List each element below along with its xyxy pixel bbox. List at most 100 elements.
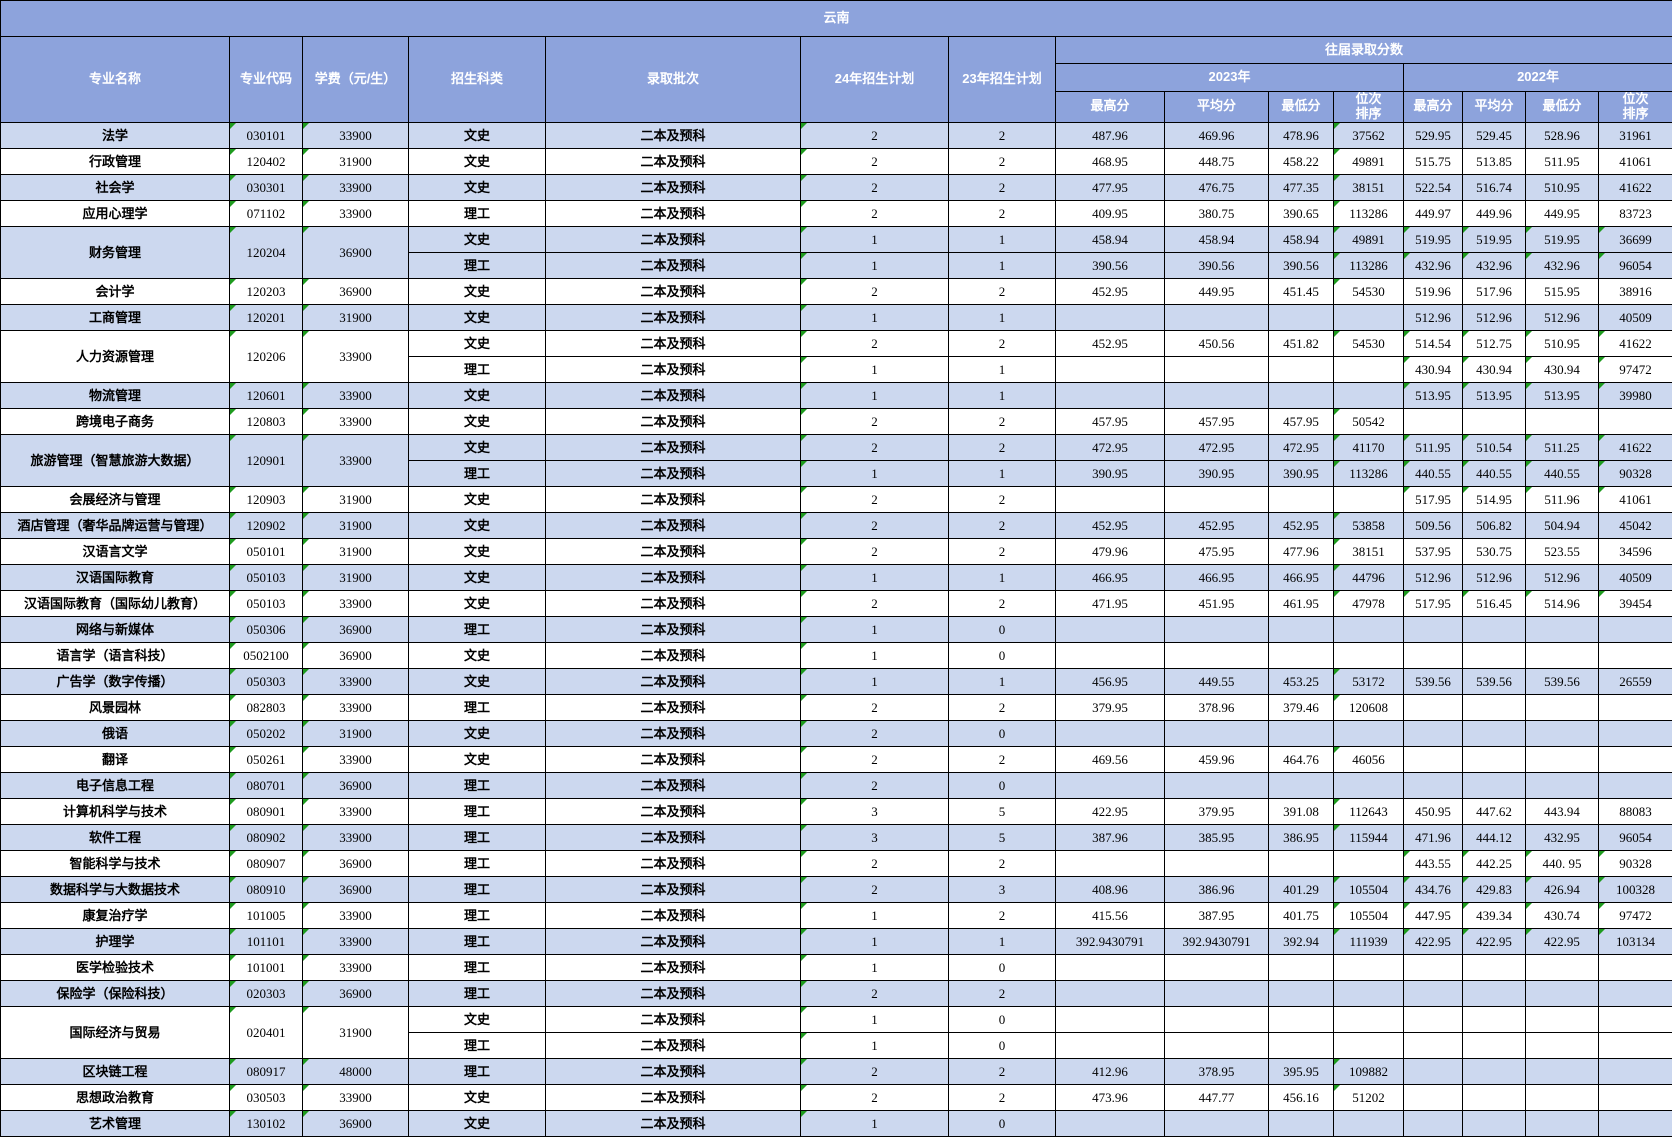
cell-2022-highest: 512.96 xyxy=(1404,564,1463,590)
cell-2022-average: 514.95 xyxy=(1463,486,1526,512)
cell-major-name: 广告学（数字传播） xyxy=(1,668,230,694)
cell-2023-average: 379.95 xyxy=(1165,798,1269,824)
cell-2023-rank: 49891 xyxy=(1334,226,1404,252)
cell-major-name: 会计学 xyxy=(1,278,230,304)
cell-admission-batch: 二本及预科 xyxy=(546,226,801,252)
cell-subject-category: 文史 xyxy=(409,122,546,148)
cell-2023-highest: 387.96 xyxy=(1056,824,1165,850)
cell-2023-average xyxy=(1165,642,1269,668)
cell-admission-batch: 二本及预科 xyxy=(546,1006,801,1032)
cell-2023-highest xyxy=(1056,616,1165,642)
cell-subject-category: 文史 xyxy=(409,642,546,668)
cell-2023-highest: 390.56 xyxy=(1056,252,1165,278)
cell-2023-lowest: 477.96 xyxy=(1269,538,1334,564)
cell-2023-highest: 390.95 xyxy=(1056,460,1165,486)
cell-tuition: 36900 xyxy=(303,1110,409,1136)
cell-2023-highest xyxy=(1056,850,1165,876)
cell-2022-lowest xyxy=(1526,772,1599,798)
cell-2022-highest xyxy=(1404,408,1463,434)
cell-2022-highest: 447.95 xyxy=(1404,902,1463,928)
cell-2023-rank: 47978 xyxy=(1334,590,1404,616)
cell-2023-average xyxy=(1165,486,1269,512)
cell-2022-lowest: 422.95 xyxy=(1526,928,1599,954)
cell-subject-category: 文史 xyxy=(409,1006,546,1032)
cell-2022-lowest: 440. 95 xyxy=(1526,850,1599,876)
cell-admission-batch: 二本及预科 xyxy=(546,330,801,356)
cell-major-code: 130102 xyxy=(230,1110,303,1136)
cell-plan-2024: 1 xyxy=(801,642,949,668)
cell-tuition: 31900 xyxy=(303,538,409,564)
cell-major-name: 国际经济与贸易 xyxy=(1,1006,230,1058)
cell-subject-category: 文史 xyxy=(409,590,546,616)
cell-2023-highest xyxy=(1056,486,1165,512)
cell-2023-average xyxy=(1165,980,1269,1006)
cell-major-code: 050103 xyxy=(230,564,303,590)
cell-plan-2024: 1 xyxy=(801,954,949,980)
table-header: 云南 专业名称 专业代码 学费（元/生） 招生科类 录取批次 24年招生计划 2… xyxy=(1,1,1672,123)
cell-2023-average: 469.96 xyxy=(1165,122,1269,148)
cell-tuition: 31900 xyxy=(303,720,409,746)
cell-2022-highest: 440.55 xyxy=(1404,460,1463,486)
cell-2022-highest xyxy=(1404,642,1463,668)
cell-tuition: 36900 xyxy=(303,278,409,304)
cell-plan-2023: 2 xyxy=(949,902,1056,928)
cell-2022-highest xyxy=(1404,980,1463,1006)
cell-2023-average xyxy=(1165,1110,1269,1136)
cell-plan-2023: 0 xyxy=(949,1006,1056,1032)
cell-2022-rank: 97472 xyxy=(1599,902,1672,928)
cell-2023-average: 450.56 xyxy=(1165,330,1269,356)
cell-2023-highest: 487.96 xyxy=(1056,122,1165,148)
cell-plan-2023: 0 xyxy=(949,642,1056,668)
col-header-admission-batch: 录取批次 xyxy=(546,37,801,123)
cell-2023-average: 390.56 xyxy=(1165,252,1269,278)
cell-2023-rank: 111939 xyxy=(1334,928,1404,954)
cell-plan-2024: 2 xyxy=(801,1058,949,1084)
cell-major-name: 软件工程 xyxy=(1,824,230,850)
cell-2022-lowest: 513.95 xyxy=(1526,382,1599,408)
cell-2023-average xyxy=(1165,616,1269,642)
cell-2022-lowest: 504.94 xyxy=(1526,512,1599,538)
cell-2023-highest xyxy=(1056,1110,1165,1136)
cell-tuition: 33900 xyxy=(303,824,409,850)
cell-2023-highest: 452.95 xyxy=(1056,512,1165,538)
cell-2022-lowest: 511.25 xyxy=(1526,434,1599,460)
cell-plan-2023: 0 xyxy=(949,720,1056,746)
cell-2023-rank: 37562 xyxy=(1334,122,1404,148)
cell-2022-rank: 39454 xyxy=(1599,590,1672,616)
col-header-plan-2023: 23年招生计划 xyxy=(949,37,1056,123)
cell-2022-lowest: 514.96 xyxy=(1526,590,1599,616)
cell-tuition: 36900 xyxy=(303,226,409,278)
cell-subject-category: 理工 xyxy=(409,798,546,824)
cell-2023-lowest xyxy=(1269,382,1334,408)
cell-2022-rank xyxy=(1599,1110,1672,1136)
cell-2022-highest xyxy=(1404,1058,1463,1084)
cell-plan-2023: 2 xyxy=(949,330,1056,356)
cell-admission-batch: 二本及预科 xyxy=(546,1058,801,1084)
cell-2022-lowest: 430.74 xyxy=(1526,902,1599,928)
cell-2023-highest: 458.94 xyxy=(1056,226,1165,252)
cell-2023-highest xyxy=(1056,642,1165,668)
cell-admission-batch: 二本及预科 xyxy=(546,564,801,590)
cell-plan-2023: 2 xyxy=(949,538,1056,564)
cell-2022-lowest: 515.95 xyxy=(1526,278,1599,304)
cell-major-name: 物流管理 xyxy=(1,382,230,408)
cell-2022-rank: 90328 xyxy=(1599,460,1672,486)
cell-plan-2023: 2 xyxy=(949,174,1056,200)
cell-2022-lowest: 511.95 xyxy=(1526,148,1599,174)
cell-2022-average xyxy=(1463,1084,1526,1110)
cell-2023-average xyxy=(1165,720,1269,746)
cell-subject-category: 文史 xyxy=(409,278,546,304)
cell-2023-highest: 392.9430791 xyxy=(1056,928,1165,954)
cell-admission-batch: 二本及预科 xyxy=(546,122,801,148)
cell-plan-2023: 2 xyxy=(949,434,1056,460)
cell-2023-lowest xyxy=(1269,304,1334,330)
cell-admission-batch: 二本及预科 xyxy=(546,356,801,382)
cell-2022-average xyxy=(1463,720,1526,746)
cell-2023-lowest xyxy=(1269,980,1334,1006)
cell-2022-lowest: 528.96 xyxy=(1526,122,1599,148)
cell-major-code: 030101 xyxy=(230,122,303,148)
cell-2023-highest: 408.96 xyxy=(1056,876,1165,902)
